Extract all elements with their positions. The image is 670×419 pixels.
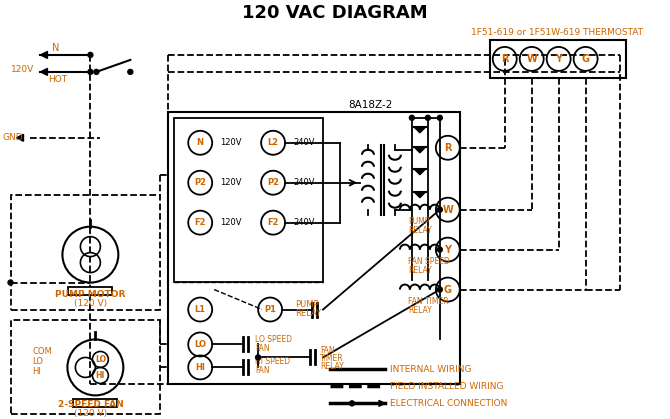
Text: 1F51-619 or 1F51W-619 THERMOSTAT: 1F51-619 or 1F51W-619 THERMOSTAT [470, 28, 643, 37]
Text: HOT: HOT [48, 75, 68, 84]
Circle shape [88, 52, 93, 57]
Text: HI: HI [195, 363, 205, 372]
Text: 8A18Z-2: 8A18Z-2 [348, 100, 392, 110]
Polygon shape [17, 134, 23, 141]
Text: GND: GND [3, 133, 23, 142]
Text: RELAY: RELAY [408, 266, 431, 275]
Text: P2: P2 [194, 178, 206, 187]
Text: L1: L1 [195, 305, 206, 314]
Circle shape [438, 115, 442, 120]
Polygon shape [40, 52, 48, 58]
Text: HI: HI [32, 367, 42, 376]
Text: N: N [197, 138, 204, 147]
Bar [11, 195, 160, 310]
Text: RELAY: RELAY [408, 226, 431, 235]
Text: FAN SPEED: FAN SPEED [408, 257, 450, 266]
Text: FIELD INSTALLED WIRING: FIELD INSTALLED WIRING [390, 382, 503, 391]
Text: FAN TIMER: FAN TIMER [408, 297, 448, 306]
Text: FAN: FAN [255, 344, 270, 353]
Text: 240V: 240V [293, 218, 315, 227]
Text: P1: P1 [264, 305, 276, 314]
Text: HI: HI [96, 371, 105, 380]
Circle shape [94, 70, 99, 75]
Text: Y: Y [555, 54, 562, 64]
Text: LO: LO [194, 340, 206, 349]
Text: 240V: 240V [293, 138, 315, 147]
Text: F2: F2 [267, 218, 279, 227]
Text: RELAY: RELAY [408, 306, 431, 315]
Bar [168, 112, 460, 384]
Polygon shape [40, 68, 48, 75]
Text: RELAY: RELAY [320, 362, 344, 371]
Text: F2: F2 [194, 218, 206, 227]
Text: 2-SPEED FAN: 2-SPEED FAN [58, 400, 123, 409]
Text: 120V: 120V [220, 218, 242, 227]
Text: Y: Y [444, 245, 452, 255]
Text: P2: P2 [267, 178, 279, 187]
Polygon shape [414, 169, 426, 175]
Circle shape [438, 287, 442, 292]
Text: G: G [444, 285, 452, 295]
Text: (120 V): (120 V) [74, 409, 107, 418]
Polygon shape [414, 127, 426, 133]
Text: L2: L2 [267, 138, 279, 147]
Text: 120V: 120V [11, 65, 34, 75]
Text: N: N [52, 43, 59, 53]
Text: FAN: FAN [255, 366, 270, 375]
Text: 120V: 120V [220, 138, 242, 147]
Text: PUMP: PUMP [295, 300, 319, 309]
Text: W: W [527, 54, 537, 64]
Polygon shape [379, 401, 385, 406]
Text: (120 V): (120 V) [74, 299, 107, 308]
Bar [68, 287, 113, 295]
Text: W: W [442, 204, 453, 215]
Bar [490, 40, 626, 78]
Bar [11, 320, 160, 414]
Text: PUMP: PUMP [408, 217, 429, 226]
Bar [74, 399, 117, 407]
Circle shape [256, 355, 261, 360]
Bar [174, 118, 323, 282]
Text: COM: COM [32, 347, 52, 356]
Text: R: R [501, 54, 509, 64]
Polygon shape [414, 147, 426, 153]
Circle shape [409, 115, 414, 120]
Text: LO: LO [32, 357, 44, 366]
Text: FAN: FAN [320, 346, 334, 355]
Text: RELAY: RELAY [295, 309, 321, 318]
Circle shape [128, 70, 133, 75]
Text: G: G [582, 54, 590, 64]
Text: 120V: 120V [220, 178, 242, 187]
Circle shape [425, 115, 430, 120]
Text: HI SPEED: HI SPEED [255, 357, 290, 366]
Circle shape [438, 247, 442, 252]
Text: INTERNAL WIRING: INTERNAL WIRING [390, 365, 472, 374]
Text: LO: LO [94, 355, 106, 364]
Text: 240V: 240V [293, 178, 315, 187]
Circle shape [350, 401, 354, 406]
Text: R: R [444, 143, 452, 153]
Circle shape [438, 207, 442, 212]
Text: ELECTRICAL CONNECTION: ELECTRICAL CONNECTION [390, 399, 507, 408]
Text: PUMP MOTOR: PUMP MOTOR [55, 290, 125, 299]
Text: LO SPEED: LO SPEED [255, 335, 292, 344]
Text: 120 VAC DIAGRAM: 120 VAC DIAGRAM [242, 4, 428, 22]
Circle shape [88, 70, 93, 75]
Text: TIMER: TIMER [320, 354, 344, 363]
Polygon shape [414, 192, 426, 198]
Circle shape [8, 280, 13, 285]
